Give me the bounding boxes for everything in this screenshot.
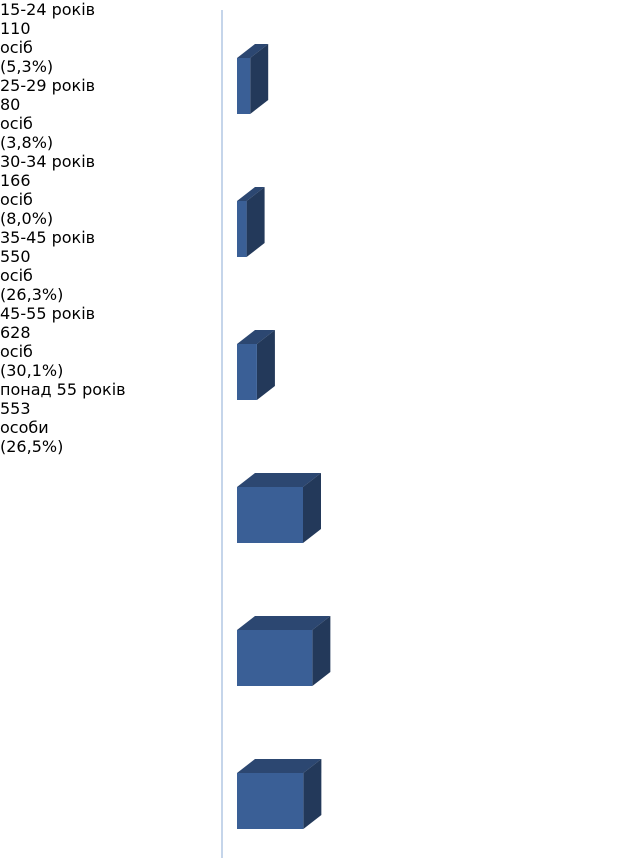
- bar-side: [303, 759, 322, 829]
- bar-top: [237, 616, 331, 630]
- bar: [237, 330, 275, 400]
- percent-label: (8,0%): [0, 209, 54, 228]
- percent-label: (26,5%): [0, 437, 64, 456]
- category-label: 35-45 років: [0, 228, 96, 247]
- percent-label: (26,3%): [0, 285, 64, 304]
- bar-top: [237, 187, 265, 201]
- category-label: 30-34 років: [0, 152, 96, 171]
- bar-front: [237, 487, 303, 543]
- value-label: 550: [0, 247, 31, 266]
- bar-front: [237, 201, 247, 257]
- bar-side: [256, 330, 275, 400]
- category-label: 25-29 років: [0, 76, 96, 95]
- value-label: 628: [0, 323, 31, 342]
- bar-front: [237, 58, 251, 114]
- bar: [237, 44, 269, 114]
- bar-front: [237, 773, 304, 829]
- category-label: 45-55 років: [0, 304, 96, 323]
- bar-top: [237, 473, 321, 487]
- category-label: понад 55 років: [0, 380, 126, 399]
- unit-label: осіб: [0, 38, 33, 57]
- bar-top: [237, 759, 322, 773]
- bar: [237, 759, 322, 829]
- bar-side: [303, 473, 321, 543]
- bar-side: [312, 616, 331, 686]
- bar-front: [237, 344, 257, 400]
- value-label: 110: [0, 19, 31, 38]
- percent-label: (30,1%): [0, 361, 64, 380]
- unit-label: осіб: [0, 266, 33, 285]
- bar: [237, 187, 265, 257]
- bar: [237, 616, 331, 686]
- bar: [237, 473, 321, 543]
- percent-label: (3,8%): [0, 133, 54, 152]
- unit-label: осіб: [0, 190, 33, 209]
- bar-top: [237, 44, 269, 58]
- category-label: 15-24 років: [0, 0, 96, 19]
- unit-label: осіб: [0, 114, 33, 133]
- bar-front: [237, 630, 313, 686]
- value-label: 166: [0, 171, 31, 190]
- unit-label: особи: [0, 418, 49, 437]
- value-label: 80: [0, 95, 21, 114]
- bar-side: [246, 187, 265, 257]
- value-label: 553: [0, 399, 31, 418]
- percent-label: (5,3%): [0, 57, 54, 76]
- bar-top: [237, 330, 275, 344]
- bar-side: [250, 44, 269, 114]
- unit-label: осіб: [0, 342, 33, 361]
